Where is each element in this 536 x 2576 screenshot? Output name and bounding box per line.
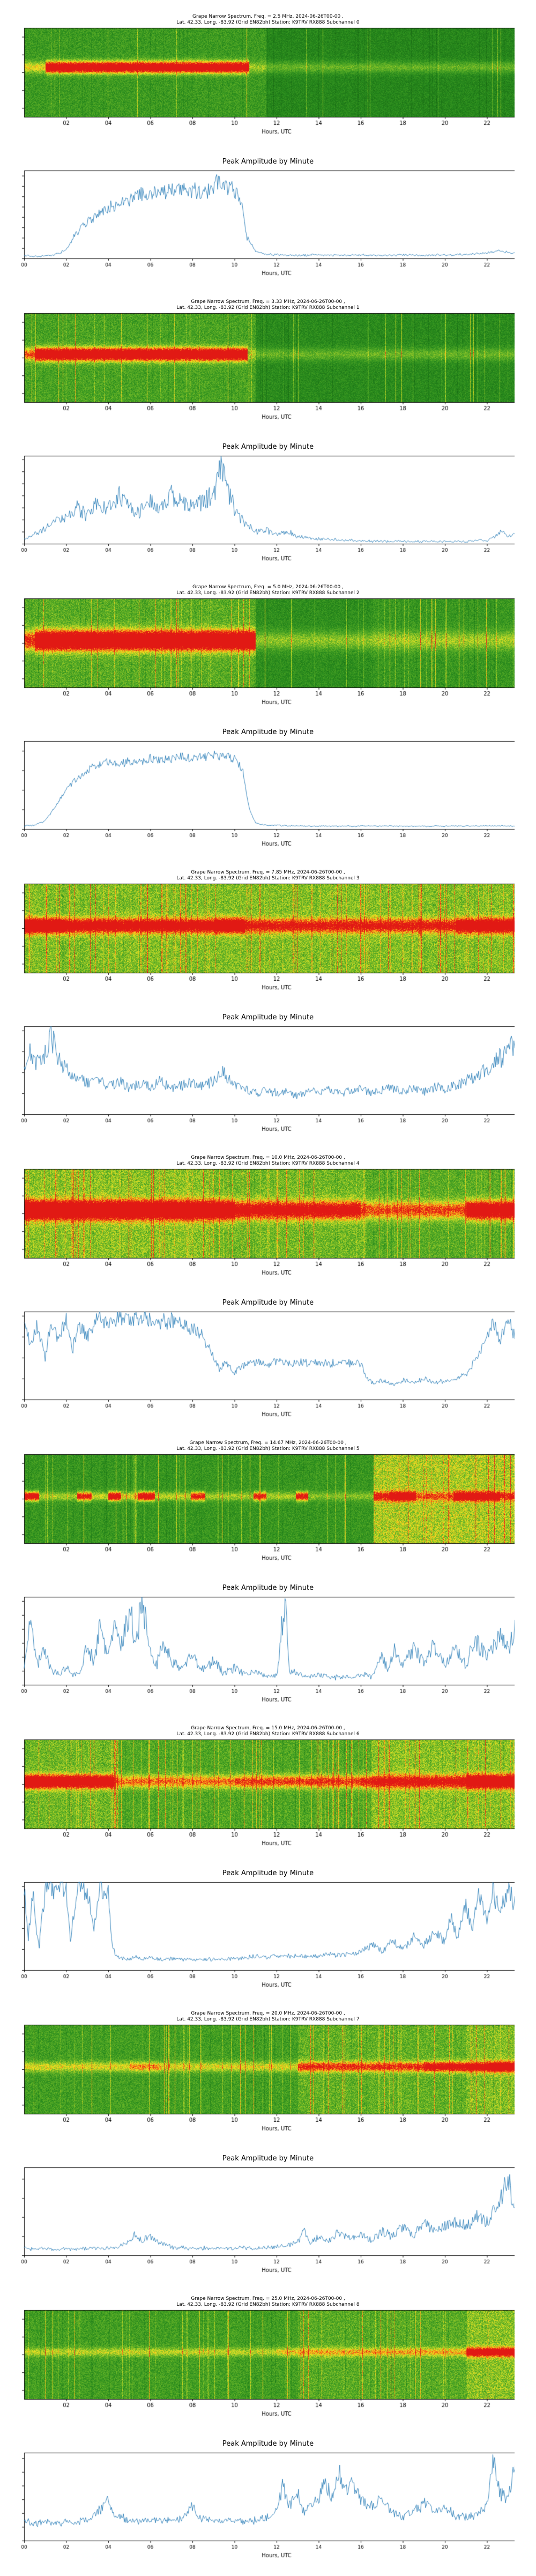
amplitude-canvas-subchannel-0: [21, 167, 515, 281]
spectrogram-figure-subchannel-8: Grape Narrow Spectrum, Freq. = 25.0 MHz,…: [21, 2291, 515, 2425]
spectrogram-figure-subchannel-4: Grape Narrow Spectrum, Freq. = 10.0 MHz,…: [21, 1150, 515, 1284]
amplitude-figure-subchannel-7: Peak Amplitude by Minute: [21, 2148, 515, 2282]
amplitude-chart-title: Peak Amplitude by Minute: [222, 2440, 314, 2448]
amplitude-figure-subchannel-0: Peak Amplitude by Minute: [21, 151, 515, 285]
amplitude-chart-title: Peak Amplitude by Minute: [222, 158, 314, 166]
amplitude-chart-title: Peak Amplitude by Minute: [222, 1869, 314, 1877]
spectrogram-canvas-subchannel-6: [21, 1737, 515, 1852]
report-page: Grape Narrow Spectrum, Freq. = 2.5 MHz, …: [0, 9, 536, 2567]
spectrogram-title-line1: Grape Narrow Spectrum, Freq. = 15.0 MHz,…: [191, 1726, 345, 1731]
spectrogram-title-line2: Lat. 42.33, Long. -83.92 (Grid EN82bh) S…: [176, 1161, 360, 1166]
amplitude-canvas-subchannel-8: [21, 2449, 515, 2563]
spectrogram-title-line1: Grape Narrow Spectrum, Freq. = 25.0 MHz,…: [191, 2296, 345, 2301]
spectrogram-figure-subchannel-6: Grape Narrow Spectrum, Freq. = 15.0 MHz,…: [21, 1720, 515, 1854]
amplitude-figure-subchannel-4: Peak Amplitude by Minute: [21, 1292, 515, 1426]
spectrogram-title-line1: Grape Narrow Spectrum, Freq. = 14.67 MHz…: [189, 1440, 347, 1446]
amplitude-canvas-subchannel-2: [21, 738, 515, 852]
amplitude-chart-title: Peak Amplitude by Minute: [222, 2155, 314, 2163]
spectrogram-figure-subchannel-7: Grape Narrow Spectrum, Freq. = 20.0 MHz,…: [21, 2005, 515, 2140]
spectrogram-canvas-subchannel-8: [21, 2308, 515, 2423]
spectrogram-title-line2: Lat. 42.33, Long. -83.92 (Grid EN82bh) S…: [176, 590, 360, 596]
spectrogram-title-line2: Lat. 42.33, Long. -83.92 (Grid EN82bh) S…: [176, 305, 360, 310]
spectrogram-title-line1: Grape Narrow Spectrum, Freq. = 7.85 MHz,…: [191, 870, 345, 875]
spectrogram-title-line2: Lat. 42.33, Long. -83.92 (Grid EN82bh) S…: [176, 2302, 360, 2307]
spectrogram-title-line1: Grape Narrow Spectrum, Freq. = 5.0 MHz, …: [192, 584, 344, 590]
spectrogram-title: Grape Narrow Spectrum, Freq. = 25.0 MHz,…: [176, 2296, 359, 2308]
amplitude-canvas-subchannel-3: [21, 1023, 515, 1137]
spectrogram-title-line1: Grape Narrow Spectrum, Freq. = 10.0 MHz,…: [191, 1155, 345, 1160]
spectrogram-title-line1: Grape Narrow Spectrum, Freq. = 3.33 MHz,…: [191, 299, 345, 305]
spectrogram-title: Grape Narrow Spectrum, Freq. = 14.67 MHz…: [176, 1440, 359, 1452]
amplitude-figure-subchannel-2: Peak Amplitude by Minute: [21, 722, 515, 856]
amplitude-canvas-subchannel-1: [21, 453, 515, 566]
spectrogram-title: Grape Narrow Spectrum, Freq. = 10.0 MHz,…: [176, 1155, 359, 1167]
spectrogram-canvas-subchannel-1: [21, 311, 515, 426]
spectrogram-title-line1: Grape Narrow Spectrum, Freq. = 2.5 MHz, …: [192, 14, 344, 19]
amplitude-canvas-subchannel-4: [21, 1308, 515, 1422]
spectrogram-canvas-subchannel-3: [21, 882, 515, 996]
spectrogram-figure-subchannel-3: Grape Narrow Spectrum, Freq. = 7.85 MHz,…: [21, 864, 515, 998]
spectrogram-figure-subchannel-2: Grape Narrow Spectrum, Freq. = 5.0 MHz, …: [21, 579, 515, 713]
spectrogram-canvas-subchannel-2: [21, 596, 515, 711]
amplitude-canvas-subchannel-6: [21, 1879, 515, 1993]
spectrogram-canvas-subchannel-7: [21, 2023, 515, 2137]
spectrogram-canvas-subchannel-5: [21, 1452, 515, 1567]
amplitude-canvas-subchannel-5: [21, 1594, 515, 1707]
spectrogram-title-line2: Lat. 42.33, Long. -83.92 (Grid EN82bh) S…: [176, 20, 360, 25]
amplitude-figure-subchannel-8: Peak Amplitude by Minute: [21, 2433, 515, 2567]
amplitude-figure-subchannel-5: Peak Amplitude by Minute: [21, 1578, 515, 1712]
spectrogram-canvas-subchannel-0: [21, 26, 515, 140]
spectrogram-title: Grape Narrow Spectrum, Freq. = 20.0 MHz,…: [176, 2011, 359, 2023]
spectrogram-title: Grape Narrow Spectrum, Freq. = 5.0 MHz, …: [176, 584, 359, 596]
spectrogram-title: Grape Narrow Spectrum, Freq. = 2.5 MHz, …: [176, 14, 359, 26]
spectrogram-title-line2: Lat. 42.33, Long. -83.92 (Grid EN82bh) S…: [176, 1446, 360, 1452]
spectrogram-title-line2: Lat. 42.33, Long. -83.92 (Grid EN82bh) S…: [176, 876, 360, 881]
amplitude-chart-title: Peak Amplitude by Minute: [222, 1584, 314, 1592]
amplitude-chart-title: Peak Amplitude by Minute: [222, 1299, 314, 1307]
spectrogram-figure-subchannel-1: Grape Narrow Spectrum, Freq. = 3.33 MHz,…: [21, 294, 515, 428]
amplitude-figure-subchannel-3: Peak Amplitude by Minute: [21, 1007, 515, 1141]
spectrogram-figure-subchannel-5: Grape Narrow Spectrum, Freq. = 14.67 MHz…: [21, 1435, 515, 1569]
amplitude-chart-title: Peak Amplitude by Minute: [222, 1013, 314, 1021]
spectrogram-title-line2: Lat. 42.33, Long. -83.92 (Grid EN82bh) S…: [176, 1731, 360, 1737]
spectrogram-canvas-subchannel-4: [21, 1167, 515, 1282]
amplitude-chart-title: Peak Amplitude by Minute: [222, 728, 314, 736]
spectrogram-title: Grape Narrow Spectrum, Freq. = 7.85 MHz,…: [176, 870, 359, 882]
amplitude-chart-title: Peak Amplitude by Minute: [222, 443, 314, 451]
spectrogram-title-line1: Grape Narrow Spectrum, Freq. = 20.0 MHz,…: [191, 2011, 345, 2016]
amplitude-figure-subchannel-1: Peak Amplitude by Minute: [21, 436, 515, 571]
amplitude-figure-subchannel-6: Peak Amplitude by Minute: [21, 1863, 515, 1997]
spectrogram-title: Grape Narrow Spectrum, Freq. = 15.0 MHz,…: [176, 1726, 359, 1737]
amplitude-canvas-subchannel-7: [21, 2164, 515, 2278]
spectrogram-figure-subchannel-0: Grape Narrow Spectrum, Freq. = 2.5 MHz, …: [21, 9, 515, 143]
spectrogram-title-line2: Lat. 42.33, Long. -83.92 (Grid EN82bh) S…: [176, 2017, 360, 2022]
spectrogram-title: Grape Narrow Spectrum, Freq. = 3.33 MHz,…: [176, 299, 359, 311]
